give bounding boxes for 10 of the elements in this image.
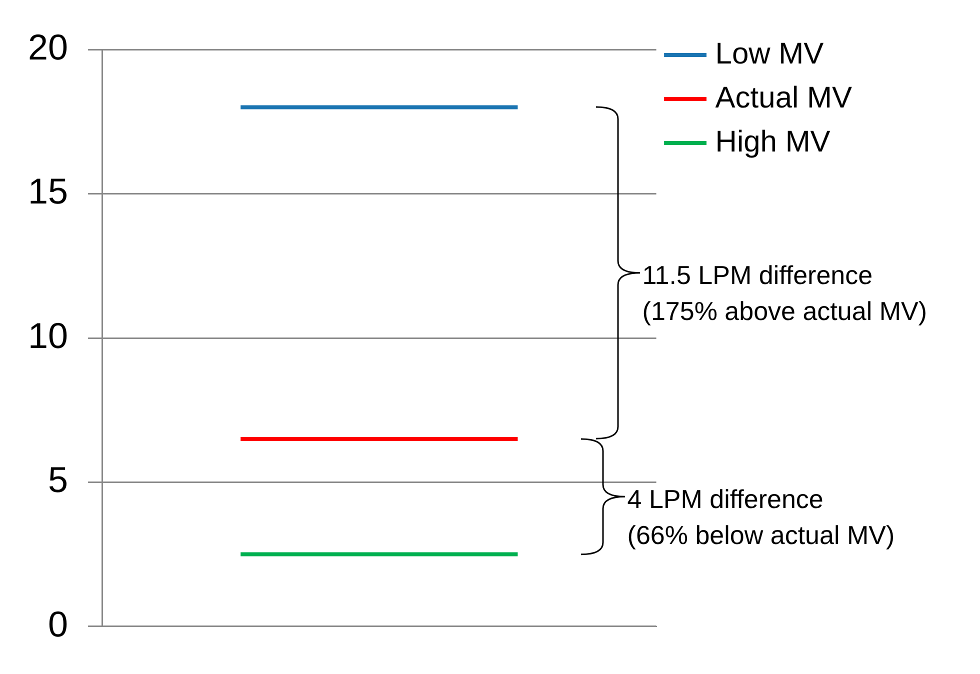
legend-label: Low MV <box>715 37 824 70</box>
y-tick-label: 20 <box>28 26 68 68</box>
legend-label: High MV <box>715 125 830 158</box>
legend-label: Actual MV <box>715 81 852 114</box>
y-tick-label: 15 <box>28 170 68 212</box>
y-tick-label: 0 <box>48 603 68 644</box>
annotation: 11.5 LPM difference (175% above actual MV) <box>642 259 927 328</box>
y-tick-label: 5 <box>48 459 68 500</box>
annotation: 4 LPM difference (66% below actual MV) <box>627 482 895 552</box>
y-tick-label: 10 <box>28 314 68 356</box>
